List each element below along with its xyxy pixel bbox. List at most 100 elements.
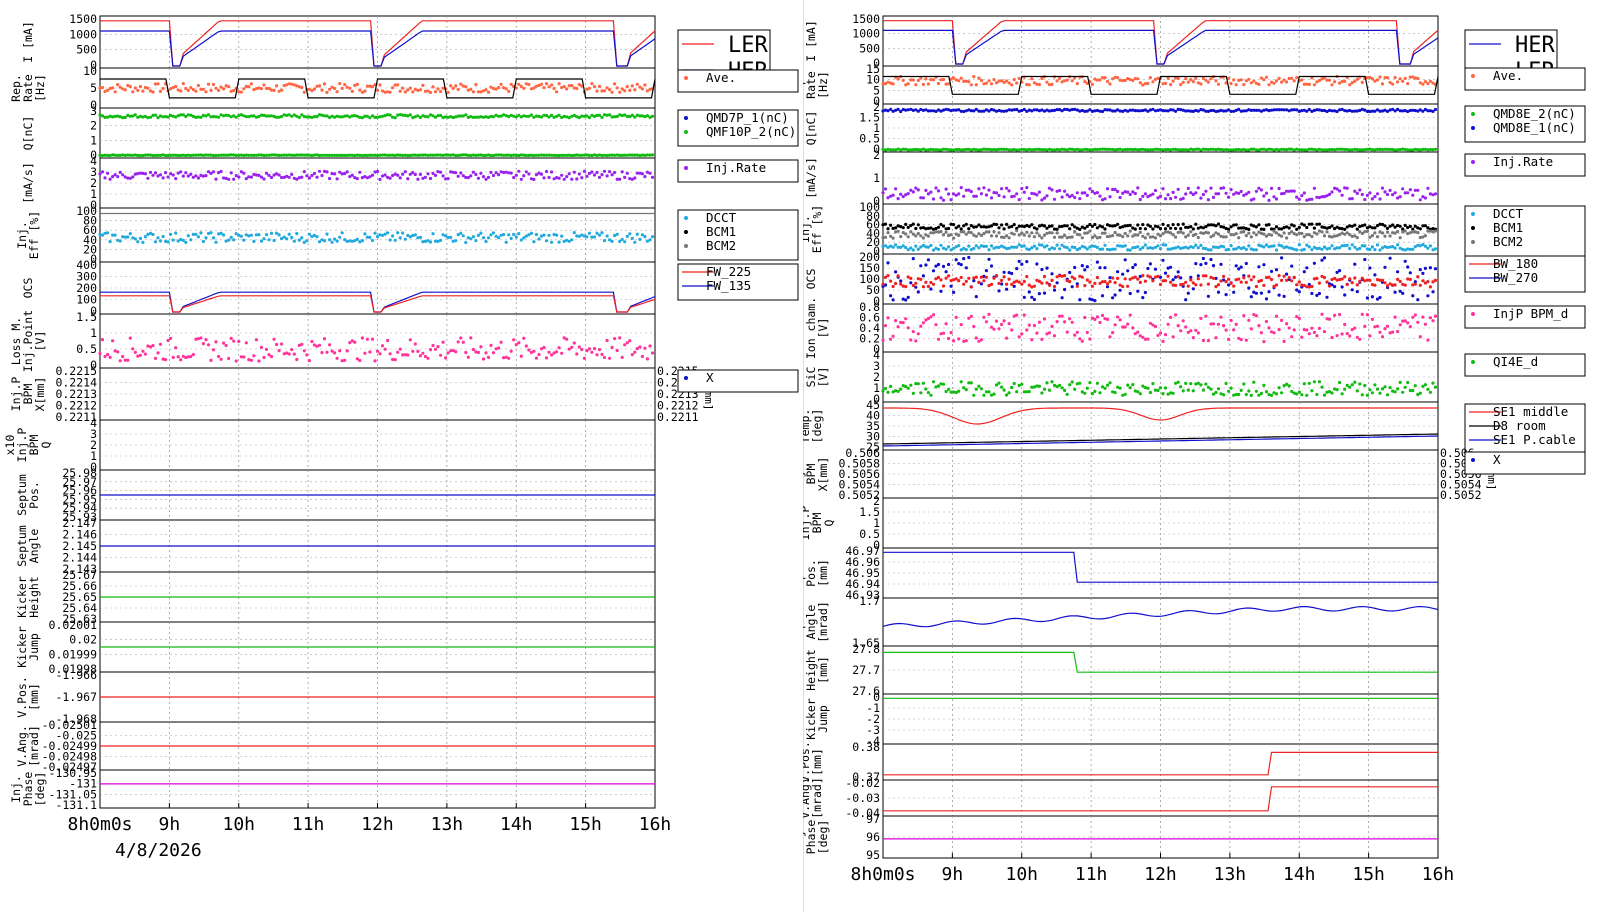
data-point <box>1242 147 1246 152</box>
data-point <box>1143 243 1147 247</box>
data-point <box>1141 147 1145 151</box>
legend-label: Inj.Rate <box>1493 154 1553 169</box>
data-point <box>451 170 455 174</box>
data-point <box>1423 244 1427 248</box>
y-tick-label: 60 <box>83 223 97 237</box>
y-axis-label: Loss M. <box>9 317 23 365</box>
data-point <box>181 113 185 117</box>
data-point <box>1169 315 1173 319</box>
data-point <box>164 358 168 362</box>
data-point <box>1153 245 1158 249</box>
data-point <box>209 358 213 362</box>
data-point <box>234 174 238 178</box>
data-point <box>217 153 221 157</box>
data-point <box>1211 233 1216 237</box>
data-point <box>1383 190 1387 194</box>
data-point <box>320 88 324 92</box>
data-point <box>894 243 898 247</box>
data-point <box>287 232 291 236</box>
data-point <box>219 231 223 235</box>
data-point <box>582 234 587 238</box>
data-point <box>881 389 885 393</box>
data-point <box>936 337 941 341</box>
data-point <box>290 82 294 86</box>
data-point <box>1262 283 1266 287</box>
data-point <box>1166 224 1170 228</box>
legend-box <box>1464 451 1586 475</box>
data-point <box>914 244 918 248</box>
data-point <box>1340 231 1344 235</box>
data-point <box>934 226 938 231</box>
data-point <box>386 338 390 343</box>
data-point <box>994 274 999 278</box>
data-point <box>1020 332 1024 336</box>
data-point <box>186 234 190 238</box>
data-point <box>232 88 236 93</box>
data-point <box>1305 243 1309 247</box>
data-point <box>633 176 637 180</box>
data-point <box>1030 295 1034 299</box>
data-point <box>1302 247 1306 251</box>
data-point <box>562 114 566 118</box>
data-point <box>929 287 933 291</box>
data-point <box>103 354 107 359</box>
data-point <box>1153 275 1158 279</box>
data-point <box>1181 389 1185 393</box>
data-point <box>1340 332 1344 336</box>
data-point <box>1345 231 1349 235</box>
data-point <box>602 169 607 173</box>
legend-box <box>1464 305 1586 329</box>
data-point <box>310 339 314 344</box>
data-point <box>1393 231 1397 235</box>
data-point <box>982 232 986 236</box>
y-tick-label: 0.01998 <box>49 662 98 676</box>
data-point <box>1042 245 1047 249</box>
data-point <box>904 384 908 389</box>
data-point <box>227 177 231 181</box>
data-point <box>987 225 991 229</box>
data-point <box>886 147 890 151</box>
data-point <box>1166 247 1170 251</box>
data-point <box>1005 282 1009 286</box>
data-point <box>1285 80 1289 84</box>
data-point <box>959 323 963 327</box>
data-point <box>481 89 486 93</box>
data-point <box>375 115 380 119</box>
data-point <box>1047 147 1052 151</box>
data-point <box>577 83 581 87</box>
data-point <box>519 153 523 157</box>
data-point <box>1040 108 1044 112</box>
data-point <box>307 232 311 236</box>
data-point <box>146 176 150 180</box>
data-point <box>640 172 645 176</box>
data-point <box>444 177 448 181</box>
data-point <box>388 352 392 356</box>
data-point <box>585 114 589 118</box>
data-point <box>1363 279 1367 283</box>
data-point <box>1232 290 1236 294</box>
data-point <box>567 347 571 351</box>
data-point <box>592 347 597 351</box>
data-point <box>1194 222 1198 226</box>
data-point <box>911 330 915 334</box>
data-point <box>103 231 107 235</box>
data-point <box>1393 109 1397 113</box>
data-point <box>184 240 188 244</box>
data-point <box>507 233 511 237</box>
data-point <box>1206 80 1210 84</box>
y-tick-label: 5 <box>873 83 880 97</box>
data-point <box>1121 272 1125 276</box>
data-point <box>1269 233 1274 237</box>
data-point <box>1247 231 1251 235</box>
data-point <box>1186 291 1190 295</box>
data-point <box>919 148 923 152</box>
data-point <box>1174 275 1178 279</box>
data-point <box>335 239 339 243</box>
data-point <box>1060 243 1064 247</box>
data-point <box>1373 109 1377 113</box>
data-point <box>1199 243 1203 247</box>
legend-label: Ave. <box>1493 68 1523 83</box>
data-point <box>194 337 198 341</box>
data-point <box>1037 279 1041 283</box>
